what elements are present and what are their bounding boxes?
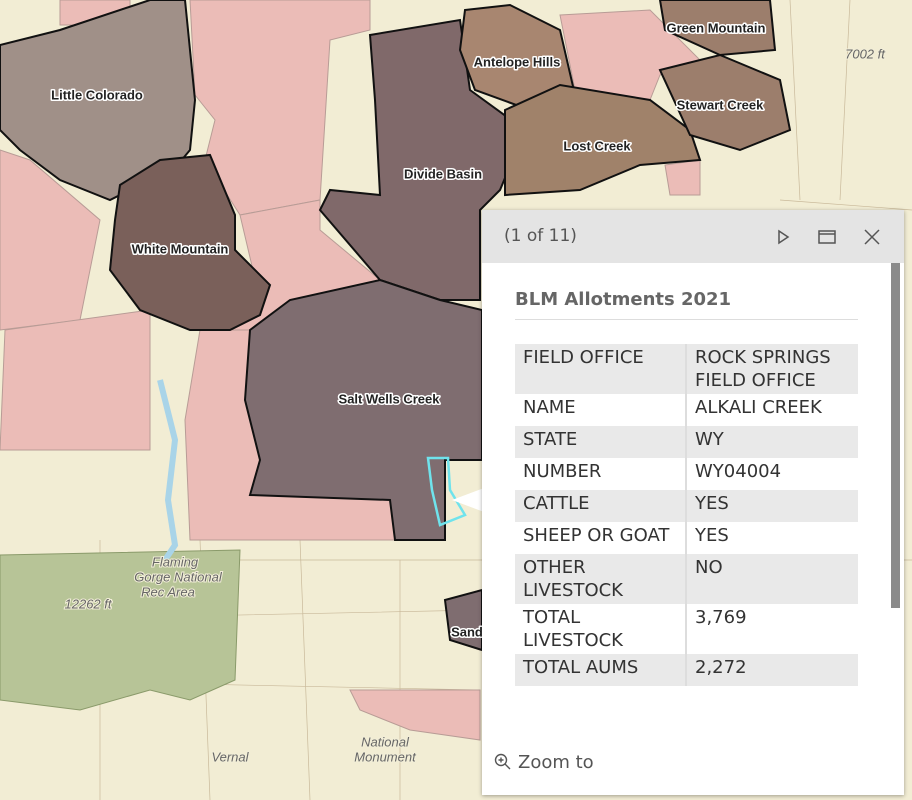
zoom-to-label: Zoom to — [518, 752, 594, 773]
attribute-row: TOTAL LIVESTOCK 3,769 — [515, 604, 858, 654]
basemap-label: Rec Area — [141, 584, 195, 599]
field-value: ALKALI CREEK — [695, 397, 822, 418]
popup-body: BLM Allotments 2021 FIELD OFFICE ROCK SPR… — [482, 263, 904, 740]
attribute-table: FIELD OFFICE ROCK SPRINGS FIELD OFFICE NAM… — [515, 344, 858, 686]
allotments — [0, 0, 792, 652]
attribute-row: STATE WY — [515, 426, 858, 458]
scrollbar[interactable] — [891, 263, 900, 608]
field-name: TOTAL LIVESTOCK — [515, 604, 687, 654]
popup-title: BLM Allotments 2021 — [515, 289, 858, 320]
attribute-row: NUMBER WY04004 — [515, 458, 858, 490]
basemap-label: 12262 ft — [65, 596, 113, 611]
field-name: TOTAL AUMS — [515, 654, 687, 686]
field-name: SHEEP OR GOAT — [515, 522, 687, 554]
field-value: ROCK SPRINGS FIELD OFFICE — [686, 344, 858, 394]
field-name: FIELD OFFICE — [515, 344, 687, 394]
basemap-label: Monument — [354, 749, 417, 764]
popup-header: (1 of 11) — [482, 210, 904, 263]
field-value: YES — [686, 490, 858, 522]
allotment-label: Little Colorado — [51, 87, 143, 102]
popup-footer: Zoom to — [482, 740, 904, 795]
attribute-row: CATTLE YES — [515, 490, 858, 522]
basemap-label: 7002 ft — [845, 46, 886, 61]
field-name: NUMBER — [515, 458, 687, 490]
allotment-label: Salt Wells Creek — [339, 391, 441, 406]
forest-area — [0, 549, 241, 711]
field-value: 2,272 — [686, 654, 858, 686]
field-value: NO — [686, 554, 858, 604]
field-name: CATTLE — [515, 490, 687, 522]
attribute-row: OTHER LIVESTOCK NO — [515, 554, 858, 604]
field-value: YES — [695, 525, 729, 546]
allotment-label: Lost Creek — [563, 138, 631, 153]
allotment-label: Antelope Hills — [474, 54, 561, 69]
field-name: NAME — [515, 394, 687, 426]
attribute-row: TOTAL AUMS 2,272 — [515, 654, 858, 686]
pink-allotments — [0, 0, 701, 741]
allotment-label: Stewart Creek — [677, 97, 764, 112]
zoom-icon — [494, 753, 511, 770]
close-button[interactable] — [861, 226, 883, 248]
allotment-label: White Mountain — [132, 241, 229, 256]
basemap-label: Flaming — [152, 554, 199, 569]
popup-pointer — [452, 488, 484, 512]
feature-counter: (1 of 11) — [504, 226, 577, 246]
field-value: WY04004 — [695, 461, 782, 482]
popup: (1 of 11) BLM Allotments 2021 FIELD OFFI… — [482, 210, 904, 795]
zoom-to-button[interactable]: Zoom to — [494, 752, 594, 773]
allotment-label: Green Mountain — [667, 20, 766, 35]
field-name: STATE — [515, 426, 687, 458]
basemap-label: Vernal — [211, 749, 249, 764]
basemap-label: National — [361, 734, 410, 749]
field-value: 3,769 — [695, 607, 747, 628]
field-value: WY — [686, 426, 858, 458]
reservoir — [157, 379, 179, 562]
maximize-button[interactable] — [816, 226, 838, 248]
basemap-label: Gorge National — [134, 569, 223, 584]
field-name: OTHER LIVESTOCK — [515, 554, 687, 604]
allotment-label: Sand — [451, 624, 483, 639]
next-button[interactable] — [772, 226, 794, 248]
attribute-row: FIELD OFFICE ROCK SPRINGS FIELD OFFICE — [515, 344, 858, 394]
allotment-label: Divide Basin — [404, 166, 482, 181]
attribute-row: NAME ALKALI CREEK — [515, 394, 858, 426]
selected-allotment — [426, 456, 467, 527]
attribute-row: SHEEP OR GOAT YES — [515, 522, 858, 554]
